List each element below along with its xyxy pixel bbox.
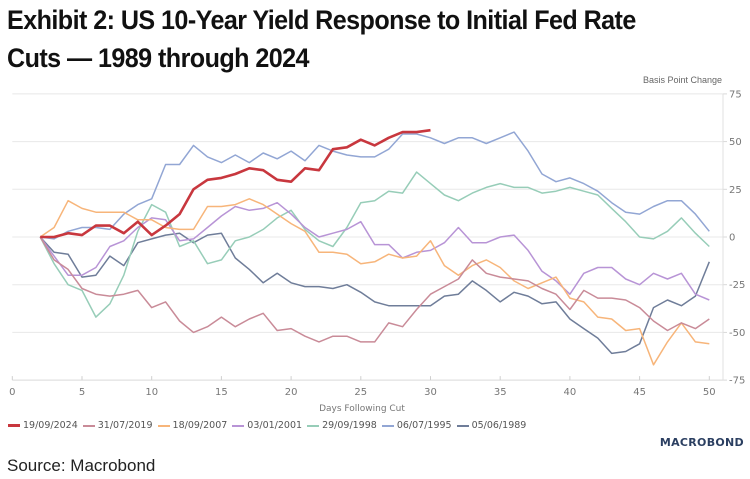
- legend-label: 18/09/2007: [172, 420, 228, 431]
- x-tick-label: 20: [285, 387, 298, 398]
- y-tick-label: 50: [729, 137, 742, 148]
- series-line-19-09-2024: [40, 128, 431, 239]
- x-axis: 0 5 10 15 20 25 30 35 40 45 50: [9, 376, 716, 398]
- legend-label: 05/06/1989: [471, 420, 527, 431]
- x-tick-label: 50: [703, 387, 716, 398]
- legend-label: 29/09/1998: [322, 420, 377, 431]
- x-axis-label: Days Following Cut: [319, 404, 405, 414]
- x-tick-label: 45: [633, 387, 646, 398]
- y-tick-label: -50: [729, 328, 745, 339]
- source-note: Source: Macrobond: [7, 456, 156, 475]
- legend-label: 31/07/2019: [97, 420, 153, 431]
- legend-label: 06/07/1995: [396, 420, 452, 431]
- legend-swatch: [381, 424, 394, 427]
- legend-label: 03/01/2001: [247, 420, 303, 431]
- legend-swatch: [307, 424, 320, 427]
- legend-label: 19/09/2024: [23, 420, 78, 431]
- y-tick-label: 0: [729, 233, 735, 244]
- series-line-05-06-1989: [39, 232, 710, 355]
- series-line-03-01-2001: [39, 201, 710, 301]
- legend-item: 19/09/2024: [8, 420, 78, 431]
- y-tick-label: 75: [729, 89, 742, 100]
- line-chart: 75 50 25 0 -25 -50 -75 0 5 10 15 20 25 30 35 40 45 50 Da…: [9, 89, 745, 414]
- series-line-29-09-1998: [39, 171, 710, 318]
- x-tick-label: 5: [79, 387, 85, 398]
- legend-swatch: [8, 424, 20, 427]
- y-tick-label: -75: [729, 376, 745, 387]
- series-lines: [39, 128, 710, 366]
- legend-swatch: [157, 424, 170, 427]
- legend-swatch: [456, 424, 469, 427]
- legend-item: 29/09/1998: [307, 420, 377, 431]
- x-tick-label: 15: [215, 387, 228, 398]
- x-tick-label: 30: [424, 387, 437, 398]
- macrobond-logo: MACROBOND: [659, 436, 744, 449]
- x-tick-label: 25: [354, 387, 367, 398]
- x-tick-label: 0: [9, 387, 15, 398]
- y-axis-label: Basis Point Change: [642, 75, 722, 85]
- legend-swatch: [232, 424, 245, 427]
- legend-item: 05/06/1989: [456, 420, 527, 431]
- y-tick-label: -25: [729, 280, 745, 291]
- y-tick-labels: 75 50 25 0 -25 -50 -75: [729, 89, 745, 386]
- legend-item: 18/09/2007: [157, 420, 228, 431]
- series-line-18-09-2007: [39, 198, 710, 366]
- legend-item: 03/01/2001: [232, 420, 302, 431]
- x-tick-label: 40: [564, 387, 577, 398]
- legend-swatch: [82, 424, 95, 427]
- chart-title: Exhibit 2: US 10-Year Yield Response to …: [7, 5, 636, 73]
- y-tick-label: 25: [729, 185, 742, 196]
- series-line-06-07-1995: [40, 131, 710, 240]
- x-tick-label: 10: [145, 387, 158, 398]
- legend-item: 31/07/2019: [82, 420, 153, 431]
- series-line-31-07-2019: [39, 236, 710, 343]
- legend-item: 06/07/1995: [381, 420, 452, 431]
- legend: 19/09/2024 31/07/2019 18/09/2007 03/01/2001…: [8, 420, 526, 431]
- x-tick-label: 35: [494, 387, 507, 398]
